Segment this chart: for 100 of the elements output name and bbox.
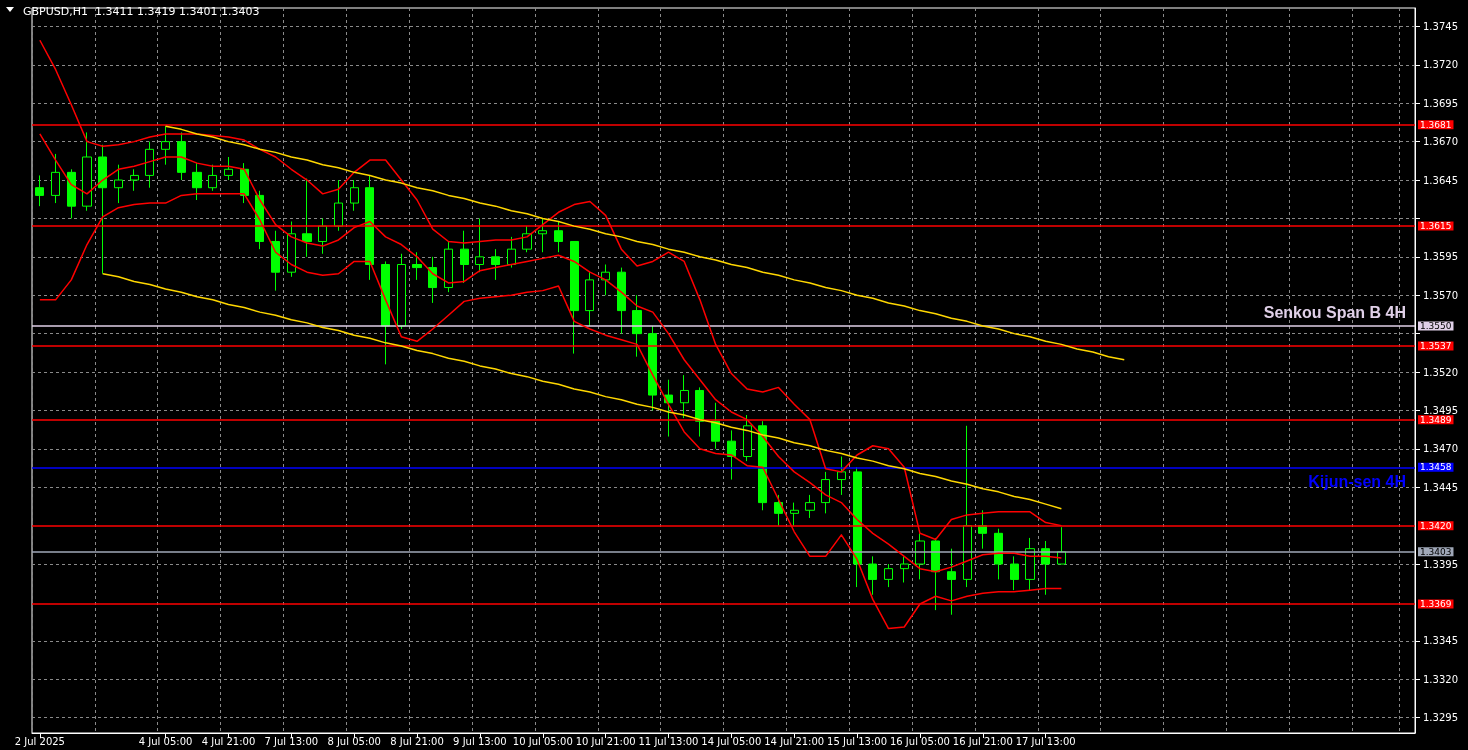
annotation: Kijun-sen 4H <box>1308 472 1407 490</box>
y-tick-label: 1.3470 <box>1423 443 1458 455</box>
y-tick-label: 1.3645 <box>1423 174 1458 186</box>
annotation: Senkou Span B 4H <box>1263 303 1406 321</box>
candlestick <box>145 141 154 189</box>
candlestick <box>208 164 217 192</box>
candlestick <box>381 260 390 365</box>
candlestick <box>632 294 642 358</box>
x-tick-label: 14 Jul 21:00 <box>764 735 825 747</box>
x-tick-label: 11 Jul 13:00 <box>638 735 699 747</box>
candlestick <box>334 179 343 232</box>
candlestick <box>884 563 893 588</box>
x-tick-label: 16 Jul 05:00 <box>889 735 950 747</box>
candlestick <box>318 217 327 255</box>
candlestick <box>365 174 374 281</box>
y-tick-label: 1.3595 <box>1423 251 1458 263</box>
candlestick <box>1057 526 1066 565</box>
candlestick <box>507 236 516 269</box>
candlestick <box>821 471 830 514</box>
candlestick <box>460 230 469 284</box>
x-tick-label: 8 Jul 05:00 <box>327 735 381 747</box>
ref-line-label: 1.3615 <box>1420 221 1452 232</box>
x-tick-label: 4 Jul 05:00 <box>138 735 193 747</box>
candlestick <box>82 131 92 212</box>
ref-line-label: 1.3489 <box>1420 414 1452 425</box>
line-series <box>164 125 1126 361</box>
y-tick-label: 1.3345 <box>1423 635 1458 647</box>
candlestick <box>978 509 987 550</box>
candlestick <box>994 528 1003 580</box>
x-tick-label: 9 Jul 13:00 <box>453 735 507 747</box>
candlestick <box>711 402 720 450</box>
x-tick-label: 4 Jul 21:00 <box>201 735 256 747</box>
candlestick <box>35 174 44 207</box>
y-tick-label: 1.3670 <box>1423 136 1458 148</box>
ref-line-label: 1.3681 <box>1420 119 1452 130</box>
candlestick <box>743 414 752 462</box>
chart-title: GBPUSD,H1 1.3411 1.3419 1.3401 1.3403 <box>23 5 260 18</box>
y-tick-label: 1.3495 <box>1423 404 1458 416</box>
candlestick <box>727 429 736 481</box>
x-tick-label: 7 Jul 13:00 <box>264 735 319 747</box>
y-tick-label: 1.3745 <box>1423 20 1458 32</box>
candlestick <box>130 168 139 192</box>
candlestick <box>538 217 547 253</box>
ref-line-label: 1.3458 <box>1420 462 1452 473</box>
candlestick <box>161 125 170 166</box>
candlestick <box>302 178 312 258</box>
candlestick <box>758 420 767 511</box>
candlestick <box>1010 555 1019 591</box>
y-tick-label: 1.3720 <box>1423 59 1458 71</box>
y-tick-label: 1.3570 <box>1423 289 1458 301</box>
candlestick <box>177 131 186 181</box>
candlestick <box>900 555 909 583</box>
candlestick <box>915 532 925 580</box>
candlestick <box>224 156 233 181</box>
y-tick-label: 1.3295 <box>1423 712 1458 724</box>
candlestick <box>680 374 689 419</box>
candlestick <box>585 271 594 327</box>
y-tick-label: 1.3695 <box>1423 97 1458 109</box>
y-tick-label: 1.3445 <box>1423 481 1458 493</box>
candlestick <box>554 221 563 253</box>
ref-line-label: 1.3403 <box>1420 546 1452 557</box>
candlestick <box>648 325 657 411</box>
candlestick <box>695 386 704 438</box>
candlestick <box>837 456 846 496</box>
line-series <box>101 272 1063 510</box>
candlestick <box>51 153 60 204</box>
x-tick-label: 2 Jul 2025 <box>14 735 65 747</box>
candlestick <box>790 502 799 527</box>
candlestick <box>1025 537 1035 591</box>
candlestick <box>192 162 202 201</box>
ref-line-label: 1.3550 <box>1420 320 1452 331</box>
candlestick <box>947 548 956 616</box>
candlestick <box>963 425 972 588</box>
candlestick <box>522 225 532 253</box>
candlestick <box>67 168 76 219</box>
candlestick <box>570 240 579 355</box>
x-tick-label: 10 Jul 21:00 <box>575 735 636 747</box>
candlestick <box>617 267 626 335</box>
x-tick-label: 17 Jul 13:00 <box>1015 735 1076 747</box>
candlestick <box>664 379 673 438</box>
candlestick <box>853 466 862 588</box>
candlestick <box>412 251 422 281</box>
candlestick <box>287 221 296 278</box>
ref-line-label: 1.3369 <box>1420 598 1452 609</box>
candlestick <box>114 164 123 204</box>
ref-line-label: 1.3420 <box>1420 520 1452 531</box>
candlestick <box>350 179 359 212</box>
x-tick-label: 10 Jul 05:00 <box>512 735 573 747</box>
candlestick <box>444 240 453 293</box>
candlestick <box>397 253 406 330</box>
candlestick <box>868 555 877 596</box>
candlestick <box>475 217 484 273</box>
candlestick <box>491 248 500 281</box>
y-tick-label: 1.3395 <box>1423 558 1458 570</box>
candlestick <box>805 494 815 519</box>
x-tick-label: 16 Jul 21:00 <box>952 735 1013 747</box>
candlestick <box>98 144 107 275</box>
y-tick-label: 1.3520 <box>1423 366 1458 378</box>
candlestick <box>428 256 437 304</box>
x-tick-label: 8 Jul 21:00 <box>390 735 444 747</box>
